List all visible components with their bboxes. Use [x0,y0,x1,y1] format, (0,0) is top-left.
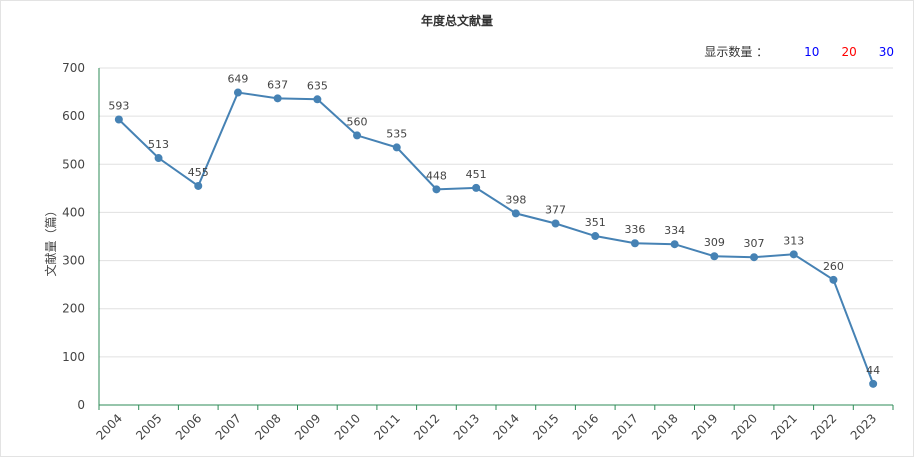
x-tick-label: 2015 [530,411,561,442]
data-label: 44 [866,364,880,377]
data-point [511,209,520,218]
data-label: 448 [426,169,447,182]
data-label: 313 [783,234,804,247]
data-label: 351 [585,216,606,229]
x-tick-label: 2021 [768,411,799,442]
x-tick-label: 2006 [173,411,204,442]
data-point [313,95,322,104]
x-tick-label: 2012 [411,411,442,442]
data-point [194,181,203,190]
data-label: 637 [267,78,288,91]
y-tick-label: 200 [62,302,85,316]
x-tick-label: 2010 [332,411,363,442]
x-tick-label: 2004 [93,411,124,442]
data-point [353,131,362,140]
data-point [273,94,282,103]
y-tick-label: 500 [62,157,85,171]
data-label: 635 [307,79,328,92]
data-label: 451 [466,168,487,181]
x-tick-label: 2017 [610,411,641,442]
data-label: 560 [347,115,368,128]
y-tick-label: 400 [62,205,85,219]
data-label: 513 [148,138,169,151]
data-point [114,115,123,124]
series-line [118,91,875,385]
x-tick-label: 2016 [570,411,601,442]
display-option-30[interactable]: 30 [878,44,894,59]
chart-title: 年度总文献量 [420,14,493,28]
y-tick-label: 0 [77,398,85,412]
data-label: 398 [505,193,526,206]
data-label: 307 [744,237,765,250]
data-label: 593 [108,100,129,113]
y-tick-label: 700 [62,61,85,75]
y-tick-label: 100 [62,350,85,364]
x-tick-label: 2018 [649,411,680,442]
display-option-20[interactable]: 20 [841,44,857,59]
data-label: 535 [386,127,407,140]
x-tick-label: 2023 [848,411,879,442]
x-tick-label: 2014 [490,411,521,442]
data-point [829,275,838,284]
data-label: 309 [704,236,725,249]
data-label: 334 [664,224,685,237]
y-tick-label: 600 [62,109,85,123]
data-point [392,143,401,152]
data-point [789,250,798,259]
data-label: 336 [624,223,645,236]
display-count-label: 显示数量 ： [704,45,769,59]
x-tick-label: 2022 [808,411,839,442]
x-tick-label: 2019 [689,411,720,442]
data-point [750,253,759,262]
data-point [710,252,719,261]
x-tick-label: 2009 [292,411,323,442]
data-point [432,185,441,194]
x-tick-label: 2005 [133,411,164,442]
data-label: 455 [188,166,209,179]
data-label: 649 [227,73,248,86]
x-tick-label: 2020 [729,411,760,442]
data-point [670,240,679,249]
data-point [472,183,481,192]
display-count-control: 显示数量 ： 10 20 30 [704,43,894,60]
y-tick-label: 300 [62,254,85,268]
x-tick-label: 2008 [252,411,283,442]
data-label: 260 [823,260,844,273]
y-axis-title: 文献量（篇） [43,204,58,276]
data-point [154,154,163,163]
display-option-10[interactable]: 10 [804,44,820,59]
x-tick-label: 2007 [213,411,244,442]
data-point [551,219,560,228]
data-point [869,379,878,388]
x-tick-label: 2013 [451,411,482,442]
data-point [630,239,639,248]
data-point [233,88,242,97]
x-tick-label: 2011 [371,411,402,442]
data-point [591,232,600,241]
data-label: 377 [545,204,566,217]
